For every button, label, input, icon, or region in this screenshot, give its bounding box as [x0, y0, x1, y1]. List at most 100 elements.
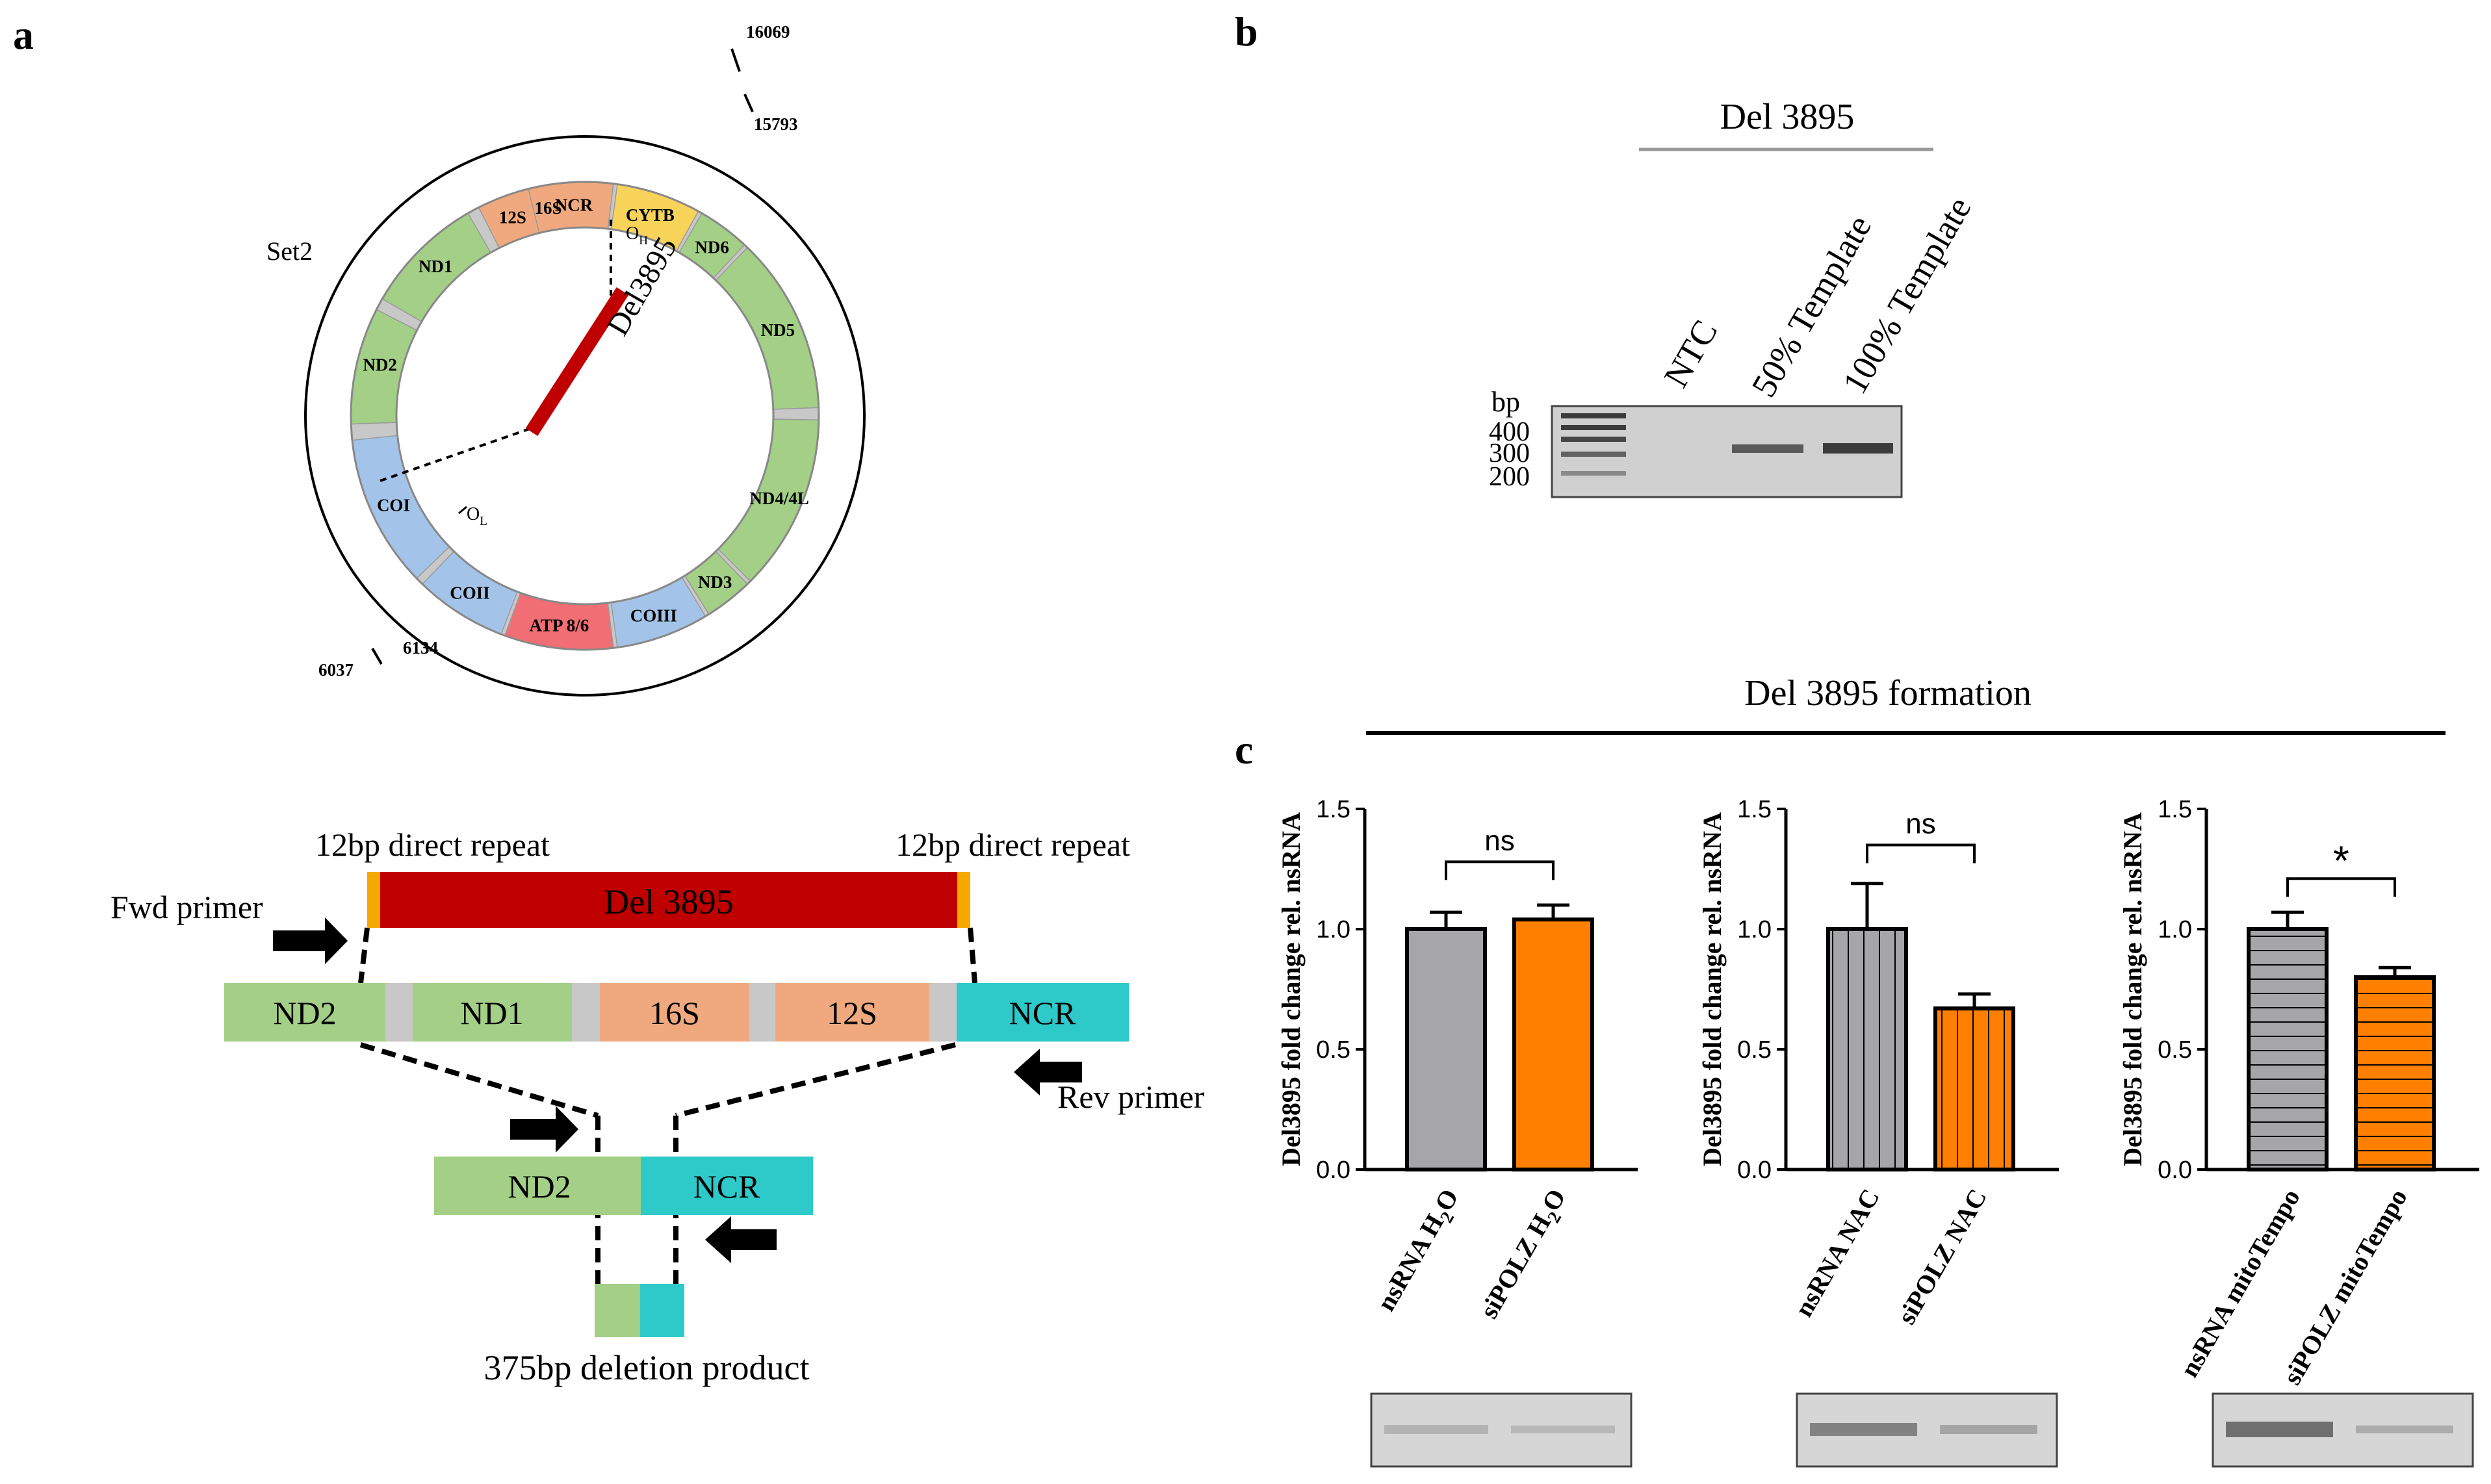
panel-label-c: c	[1235, 726, 1253, 773]
y-tick-label: 0.0	[2158, 1157, 2192, 1184]
y-tick-label: 0.5	[1737, 1036, 1772, 1064]
y-tick-label: 0.5	[2158, 1036, 2192, 1064]
chart-c-title: Del 3895 formation	[1744, 673, 2032, 713]
y-axis-label: Del3895 fold change rel. nsRNA	[1697, 812, 1727, 1166]
ring-label-coiii: COIII	[630, 606, 677, 625]
category-label: nsRNA mitoTempo	[2175, 1184, 2306, 1382]
bp-label: bp	[1491, 386, 1520, 418]
gene-gap1	[385, 983, 413, 1042]
y-tick-label: 0.0	[1316, 1157, 1350, 1184]
y-tick-label: 1.5	[1737, 796, 1772, 823]
gene-nd2	[224, 983, 385, 1042]
ring-label-nd1: ND1	[419, 257, 453, 276]
fwd-primer-arrow	[273, 917, 348, 964]
band-50	[1732, 444, 1803, 453]
gene-nd1-label: ND1	[460, 995, 523, 1031]
gene-gap4	[929, 983, 957, 1042]
ring-label-coi: COI	[377, 495, 410, 515]
band-100	[1823, 443, 1893, 454]
lane-ntc: NTC	[1656, 313, 1725, 394]
ring-label-coii: COII	[450, 583, 490, 603]
gene-nd1	[413, 983, 572, 1042]
repeat-left	[367, 872, 380, 928]
chart-1: 0.0 0.5 1.0 1.5 Del3895 fold change rel. nsR…	[1276, 796, 1638, 1326]
product-small-green	[595, 1284, 640, 1337]
y-tick-label: 1.5	[2158, 796, 2192, 823]
charts: 0.0 0.5 1.0 1.5 Del3895 fold change rel. nsR…	[1276, 796, 2479, 1390]
pos-16069: 16069	[746, 22, 790, 42]
gene-gap3	[749, 983, 775, 1042]
bar-2	[1512, 917, 1594, 1171]
tick-6134	[371, 647, 383, 665]
rev-primer-arrow	[1014, 1049, 1082, 1095]
category-label: nsRNA H2O	[1371, 1184, 1469, 1318]
mito-map: NCR CYTB ND6 ND5 ND4/4L ND3 COIII ATP 8/6 COII CO…	[266, 22, 866, 697]
oh-label: OH	[626, 224, 648, 248]
bar-pattern-1	[2247, 927, 2329, 1171]
significance-label: ns	[1484, 825, 1514, 856]
chart-3: 0.0 0.5 1.0 1.5 Del3895 fold change rel. nsR…	[2118, 796, 2479, 1390]
ring-label-ncr: NCR	[555, 195, 593, 214]
gel-strip-2-band-b	[1940, 1425, 2037, 1434]
ladder-band-2	[1561, 425, 1626, 430]
gel-strip-1	[1370, 1392, 1633, 1468]
ring-outer-edge	[350, 181, 820, 651]
ring-label-nd6: ND6	[695, 237, 729, 257]
y-tick-label: 1.0	[2158, 916, 2192, 943]
gene-12s	[775, 983, 929, 1042]
product-nd2-label: ND2	[508, 1168, 571, 1205]
set-label: Set2	[266, 237, 313, 266]
gene-ncr	[957, 983, 1129, 1042]
gene-12s-label: 12S	[827, 995, 877, 1031]
dash-right-top	[968, 927, 977, 984]
ring-label-nd5: ND5	[761, 320, 795, 340]
rev-primer-label: Rev primer	[1057, 1079, 1205, 1115]
product-nd2	[434, 1157, 641, 1215]
ladder-200: 200	[1489, 462, 1530, 492]
gel-strip-2-band-a	[1810, 1423, 1917, 1436]
product-label: 375bp deletion product	[484, 1348, 810, 1387]
panel-label-a: a	[13, 12, 34, 58]
gel-panel-b: Del 3895 NTC 50% Template 100% Template …	[1489, 97, 1979, 498]
gene-16s-label: 16S	[649, 995, 700, 1031]
gel-strip-3-band-a	[2226, 1422, 2333, 1437]
gel-strip-3-band-b	[2356, 1426, 2453, 1433]
significance-bracket	[1445, 860, 1555, 880]
gene-nd2-label: ND2	[273, 995, 336, 1031]
category-label: nsRNA NAC	[1788, 1184, 1885, 1322]
y-axis-label: Del3895 fold change rel. nsRNA	[2118, 812, 2147, 1166]
tick-15793	[743, 94, 754, 112]
gene-16s	[600, 983, 749, 1042]
gel-strip-1-band-a	[1384, 1425, 1488, 1434]
bar-pattern-2	[2354, 975, 2436, 1171]
y-tick-label: 0.5	[1316, 1036, 1350, 1064]
dash-right-mid	[675, 1042, 956, 1118]
ring-inner-edge	[395, 226, 775, 606]
pos-6037: 6037	[318, 660, 354, 680]
ring-segments	[350, 181, 820, 650]
y-tick-label: 1.0	[1316, 916, 1350, 943]
chart-2: 0.0 0.5 1.0 1.5 Del3895 fold change rel. nsR…	[1697, 796, 2059, 1329]
bar-pattern-2	[1933, 1006, 2015, 1171]
rev-primer-arrow-2	[705, 1216, 777, 1263]
fwd-primer-label: Fwd primer	[110, 889, 263, 925]
ladder-band-5	[1561, 471, 1626, 476]
fwd-primer-arrow-2	[510, 1106, 578, 1153]
category-label: siPOLZ H2O	[1474, 1184, 1576, 1326]
dash-left-mid	[359, 1042, 599, 1118]
ring-label-nd44l: ND4/4L	[749, 489, 809, 508]
significance-label: ns	[1905, 808, 1935, 840]
ring-labels: NCR CYTB ND6 ND5 ND4/4L ND3 COIII ATP 8/6 COII CO…	[363, 195, 809, 635]
gel-strips-c	[1370, 1392, 2474, 1468]
deletion-bar	[525, 287, 629, 436]
repeat-right-label: 12bp direct repeat	[896, 826, 1130, 863]
product-ncr-label: NCR	[693, 1168, 760, 1205]
gel-b-title: Del 3895	[1720, 97, 1855, 137]
significance-bracket	[2286, 877, 2396, 897]
dash-left-top	[358, 927, 370, 984]
category-label: siPOLZ NAC	[1892, 1184, 1993, 1329]
y-tick-label: 1.5	[1316, 796, 1350, 823]
category-label: siPOLZ mitoTempo	[2277, 1184, 2413, 1390]
ladder-400: 400	[1489, 417, 1530, 447]
